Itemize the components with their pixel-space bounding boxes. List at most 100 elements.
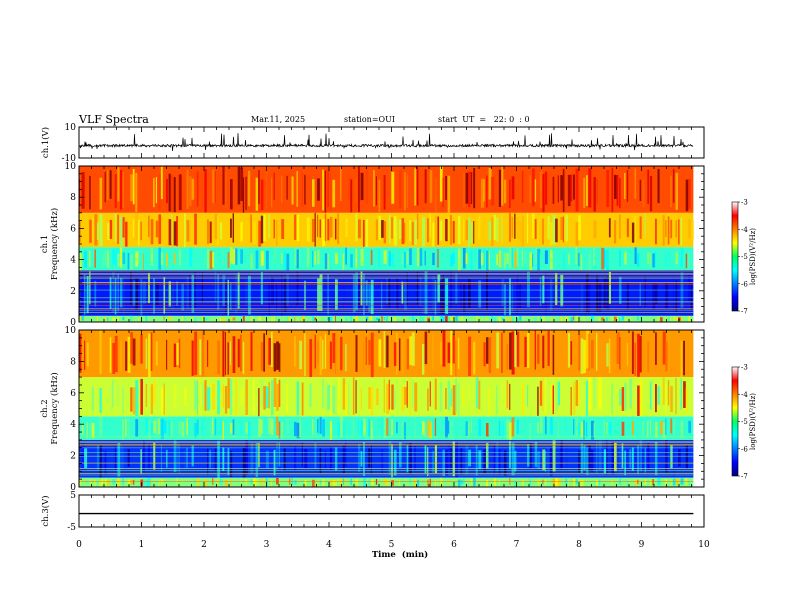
spectral-streak (304, 174, 306, 205)
spectral-streak (665, 418, 667, 435)
spectral-streak (683, 340, 685, 376)
spectral-streak (319, 448, 322, 473)
spectral-streak (378, 179, 381, 212)
spectral-streak (396, 218, 398, 247)
spectral-streak (680, 217, 683, 246)
spectral-streak (516, 248, 519, 267)
spectral-streak (370, 445, 372, 475)
spectral-streak (391, 419, 393, 436)
spectral-streak (276, 317, 279, 321)
spectral-streak (86, 421, 88, 439)
spectral-streak (201, 317, 205, 322)
spectral-streak (414, 416, 417, 437)
spectral-streak (521, 249, 524, 267)
x-tick-label: 9 (639, 540, 645, 550)
spectral-streak (217, 418, 219, 436)
spectral-streak (409, 377, 411, 417)
spectral-streak (155, 282, 159, 306)
spectral-streak (409, 336, 412, 366)
spectral-streak (153, 420, 157, 434)
spectral-streak (662, 280, 665, 303)
spectral-streak (281, 175, 283, 203)
spectral-streak (657, 168, 660, 204)
spectral-streak (232, 419, 235, 435)
spectral-streak (422, 383, 425, 414)
spectral-streak (191, 444, 194, 467)
spectral-streak (350, 478, 352, 485)
spectral-streak (383, 221, 386, 244)
spectral-streak (145, 316, 148, 322)
spectral-streak (445, 219, 449, 242)
spectral-streak (567, 174, 571, 207)
spectral-streak (265, 166, 268, 209)
spectral-streak (644, 479, 647, 485)
spectral-streak (230, 317, 232, 322)
spectral-streak (501, 317, 504, 321)
spectral-streak (667, 332, 670, 373)
x-tick-label: 5 (389, 540, 395, 550)
spectral-streak (527, 213, 529, 244)
spectral-streak (217, 274, 220, 310)
spectral-streak (401, 281, 404, 304)
spectral-streak (242, 447, 246, 478)
spectral-streak (378, 248, 380, 267)
spectral-streak (276, 383, 279, 411)
spectral-streak (368, 316, 371, 321)
spectral-streak (498, 250, 502, 268)
spectral-streak (301, 479, 304, 486)
spectral-streak (245, 379, 248, 415)
spectral-streak (647, 341, 650, 372)
spectral-streak (99, 416, 103, 436)
spectral-streak (585, 380, 589, 417)
spectral-streak (109, 337, 112, 373)
spectral-streak (342, 445, 345, 474)
spectral-streak (493, 444, 496, 475)
spectral-streak (186, 169, 189, 209)
spectral-streak (432, 275, 436, 310)
spectral-streak (335, 252, 338, 264)
spectral-streak (667, 380, 670, 406)
spectral-streak (675, 172, 678, 210)
spectral-streak (388, 251, 391, 267)
spectral-streak (486, 250, 489, 271)
spectral-streak (286, 175, 288, 200)
spectral-streak (342, 378, 346, 410)
spectral-streak (529, 252, 533, 270)
spectral-streak (81, 172, 85, 209)
spectral-streak (127, 383, 129, 408)
spectral-streak (621, 315, 625, 321)
spectral-streak (473, 419, 476, 435)
spectral-streak (455, 340, 457, 376)
spectral-streak (112, 343, 116, 374)
spectral-streak (550, 249, 553, 270)
spectral-streak (150, 479, 152, 486)
spectral-streak (432, 252, 435, 266)
spectral-streak (314, 251, 316, 265)
spectral-streak (319, 336, 322, 375)
spectral-streak (217, 317, 219, 322)
spectral-streak (127, 449, 130, 467)
spectral-streak (511, 417, 515, 437)
spectral-streak (148, 420, 151, 440)
spectral-streak (265, 386, 269, 408)
spectral-streak (186, 220, 190, 242)
spectral-streak (565, 478, 568, 486)
spectral-streak (680, 420, 684, 438)
spectral-streak (427, 317, 430, 322)
spectral-streak (120, 277, 123, 308)
spectral-streak (232, 248, 236, 265)
spectral-streak (639, 179, 642, 201)
spectral-streak (94, 280, 97, 307)
spectral-streak (442, 178, 444, 208)
spectral-streak (527, 385, 529, 407)
spectral-streak (365, 219, 369, 247)
spectral-streak (158, 214, 162, 244)
spectral-streak (575, 247, 577, 265)
spectral-streak (521, 215, 525, 247)
spectral-streak (335, 279, 338, 310)
spectral-streak (242, 316, 245, 322)
spectral-streak (486, 316, 488, 321)
spectral-streak (184, 450, 187, 471)
spectral-streak (283, 251, 286, 271)
spectral-streak (117, 253, 120, 267)
